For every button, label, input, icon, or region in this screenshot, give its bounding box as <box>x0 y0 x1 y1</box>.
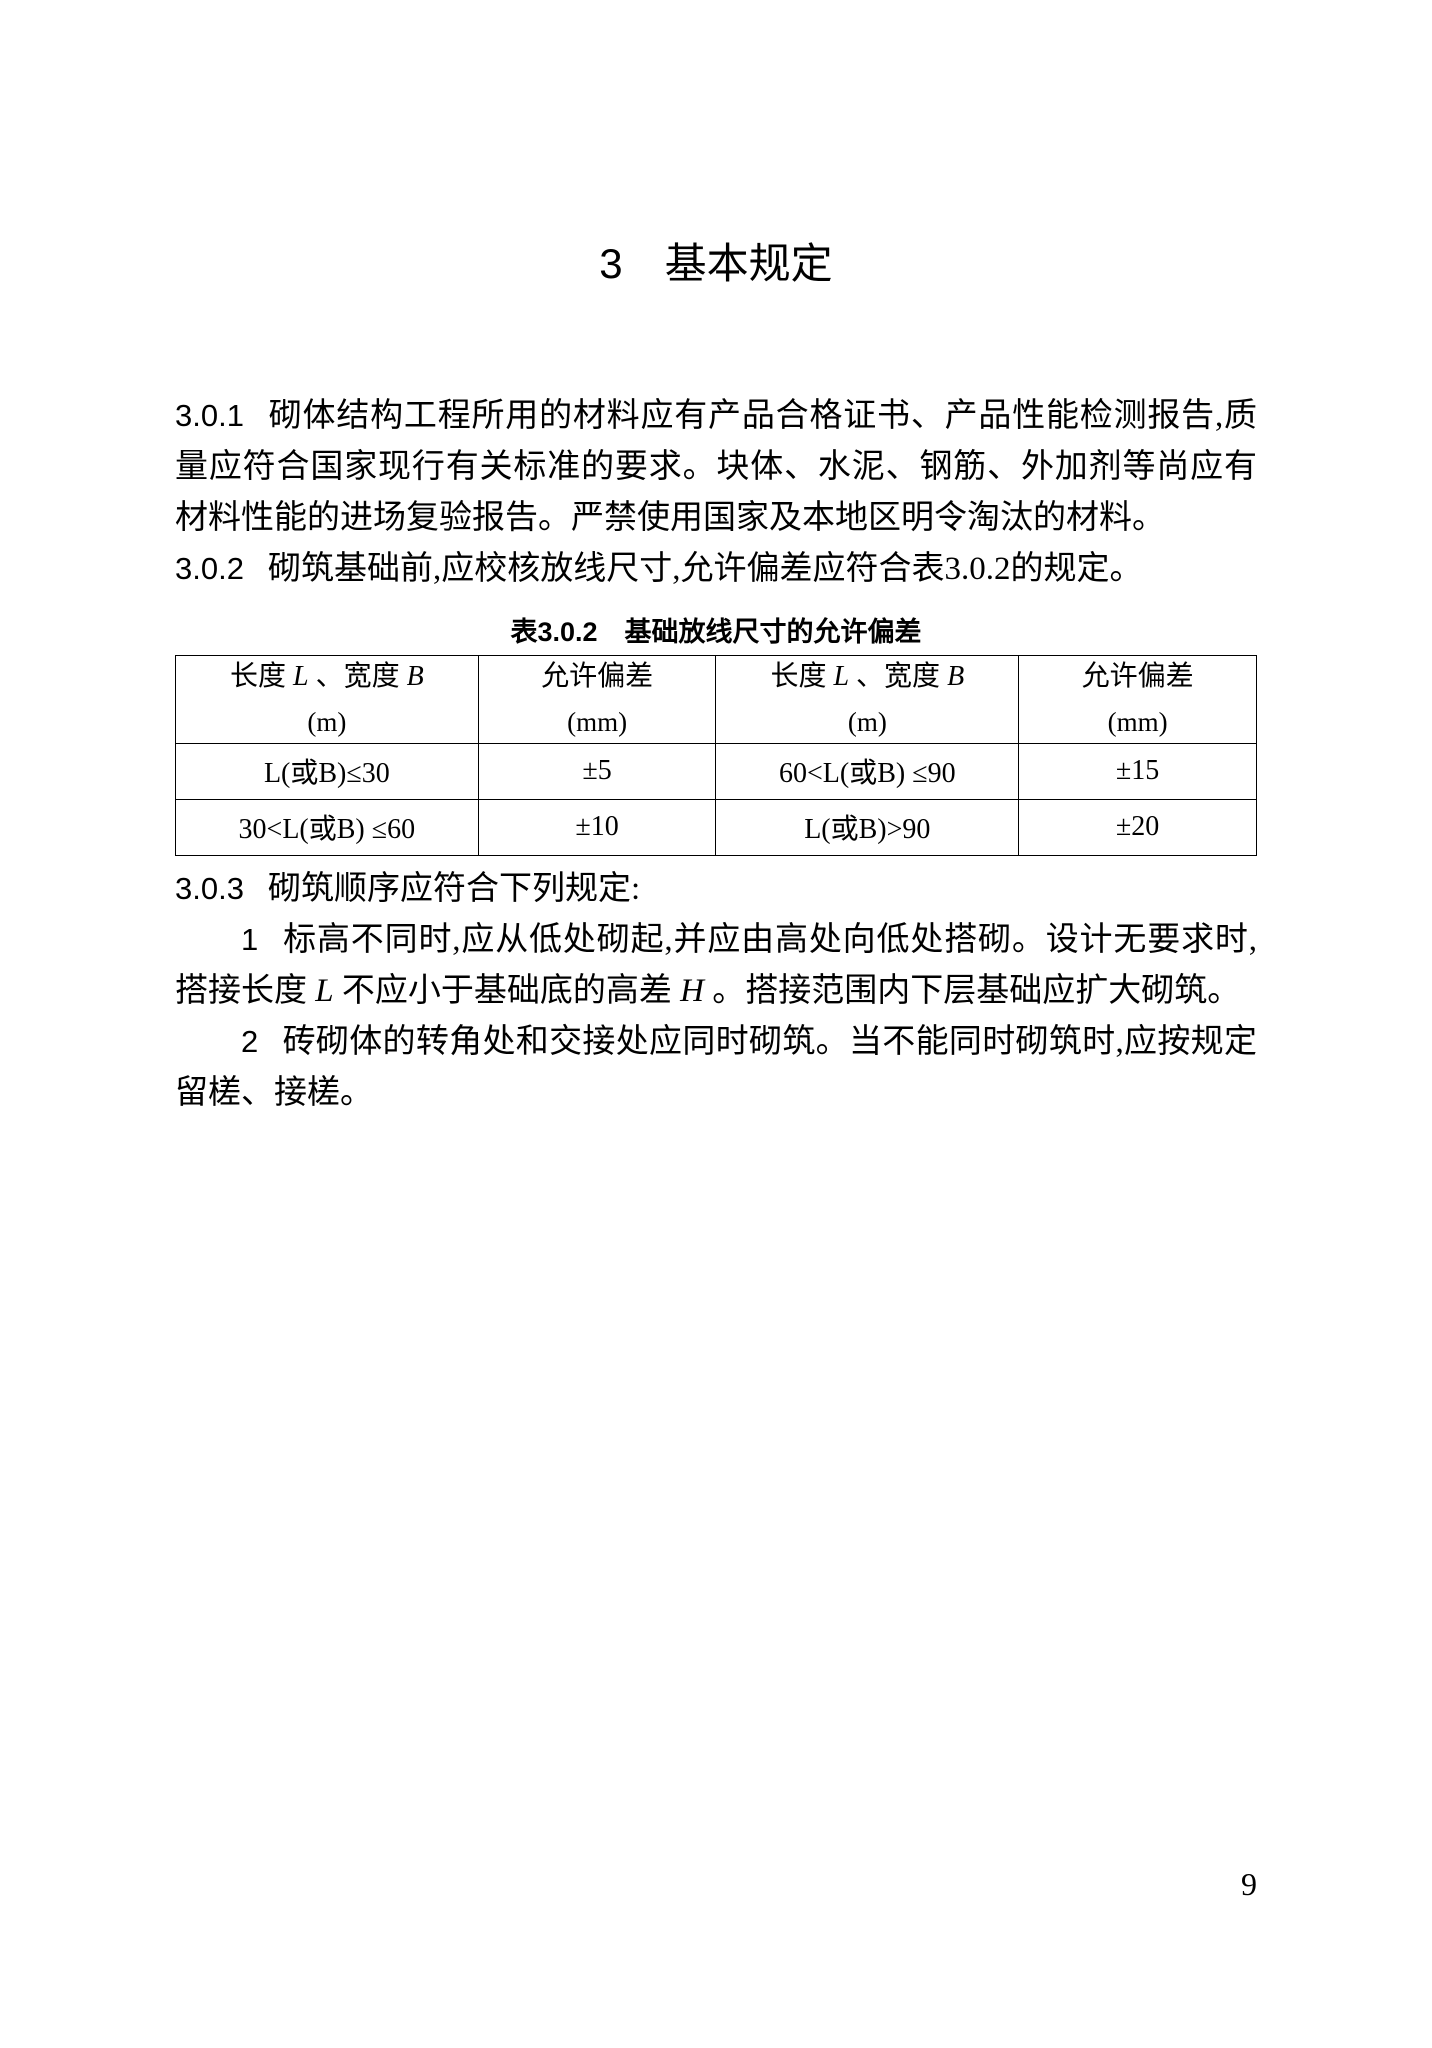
clause-3-0-1: 3.0.1砌体结构工程所用的材料应有产品合格证书、产品性能检测报告,质量应符合国… <box>175 391 1257 544</box>
clause-3-0-3-item-1: 1标高不同时,应从低处砌起,并应由高处向低处搭砌。设计无要求时,搭接长度 L 不… <box>175 915 1257 1017</box>
clause-3-0-3-item-2: 2砖砌体的转角处和交接处应同时砌筑。当不能同时砌筑时,应按规定留槎、接槎。 <box>175 1017 1257 1119</box>
table-cell: ±15 <box>1019 743 1257 799</box>
table-row: 30<L(或B) ≤60 ±10 L(或B)>90 ±20 <box>176 799 1257 855</box>
table-cell: ±5 <box>478 743 716 799</box>
table-row: L(或B)≤30 ±5 60<L(或B) ≤90 ±15 <box>176 743 1257 799</box>
table-header: 长度 L 、宽度 B (m) <box>716 655 1019 743</box>
tolerance-table: 长度 L 、宽度 B (m) 允许偏差 (mm) 长度 L 、宽度 B (m) <box>175 655 1257 856</box>
table-header: 长度 L 、宽度 B (m) <box>176 655 479 743</box>
table-cell: ±20 <box>1019 799 1257 855</box>
clause-3-0-2: 3.0.2砌筑基础前,应校核放线尺寸,允许偏差应符合表3.0.2的规定。 <box>175 544 1257 595</box>
clause-3-0-3: 3.0.3砌筑顺序应符合下列规定: <box>175 864 1257 915</box>
table-header: 允许偏差 (mm) <box>1019 655 1257 743</box>
table-caption: 表3.0.2 基础放线尺寸的允许偏差 <box>175 610 1257 649</box>
table-cell: ±10 <box>478 799 716 855</box>
page-number: 9 <box>1241 1866 1257 1903</box>
chapter-title: 3 基本规定 <box>175 230 1257 291</box>
table-cell: L(或B)≤30 <box>176 743 479 799</box>
table-header-row: 长度 L 、宽度 B (m) 允许偏差 (mm) 长度 L 、宽度 B (m) <box>176 655 1257 743</box>
table-cell: 60<L(或B) ≤90 <box>716 743 1019 799</box>
table-header: 允许偏差 (mm) <box>478 655 716 743</box>
table-cell: L(或B)>90 <box>716 799 1019 855</box>
table-cell: 30<L(或B) ≤60 <box>176 799 479 855</box>
